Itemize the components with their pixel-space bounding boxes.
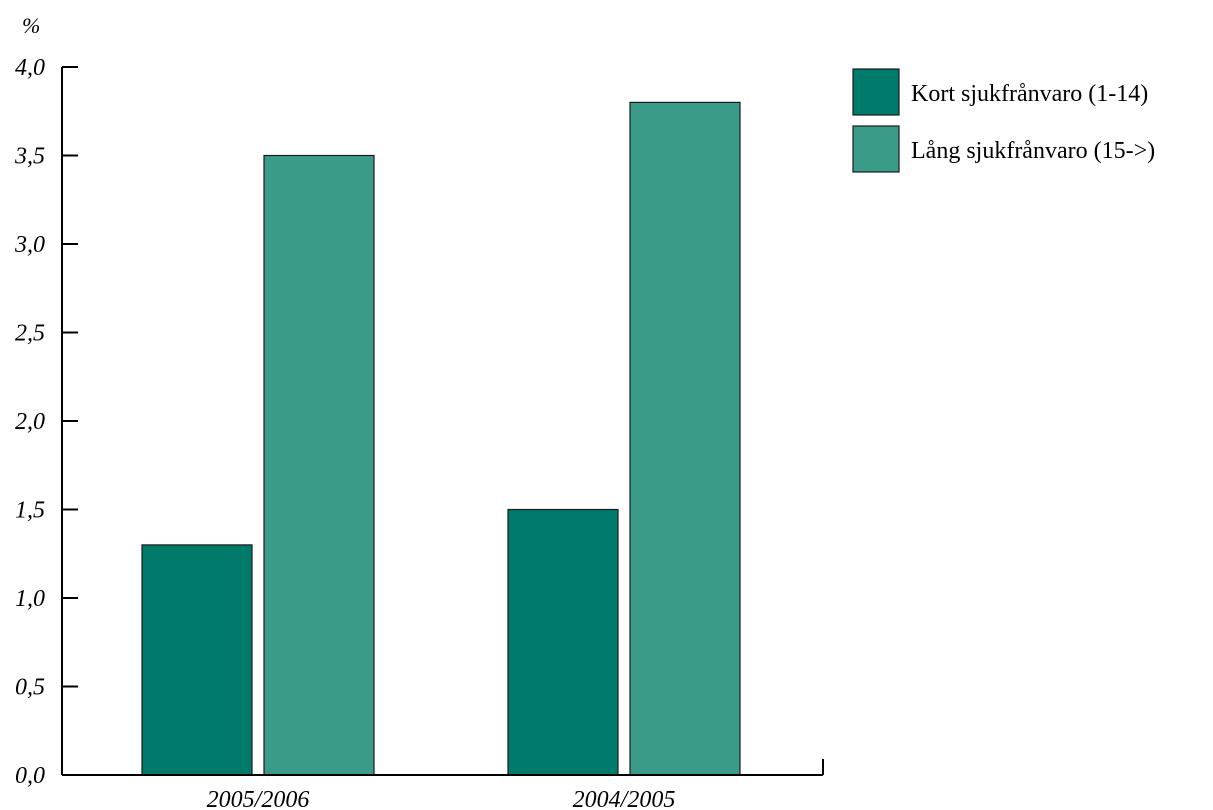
legend-label: Kort sjukfrånvaro (1-14) [911, 81, 1148, 107]
y-tick-label: 2,5 [15, 321, 45, 347]
x-category-label: 2004/2005 [573, 787, 676, 810]
y-axis-ticks: 0,0 0,5 1,0 1,5 2,0 2,5 3,0 3,5 4,0 [14, 55, 78, 789]
bar [263, 154, 375, 776]
y-tick-label: 1,0 [15, 586, 45, 612]
bar [629, 101, 741, 776]
legend-label: Lång sjukfrånvaro (15->) [911, 138, 1155, 164]
bar [141, 544, 253, 776]
bars [141, 101, 741, 776]
legend-swatch [852, 125, 900, 173]
legend-swatch [852, 68, 900, 116]
axes [61, 67, 824, 776]
y-tick-label: 3,0 [14, 232, 45, 258]
y-tick-label: 3,5 [14, 144, 45, 170]
y-tick-label: 1,5 [15, 498, 45, 524]
legend: Kort sjukfrånvaro (1-14) Lång sjukfrånvar… [852, 68, 1155, 173]
y-tick-label: 2,0 [15, 409, 45, 435]
bar [507, 508, 619, 776]
y-tick-label: 0,0 [15, 763, 45, 789]
x-category-label: 2005/2006 [207, 787, 310, 810]
y-tick-label: 4,0 [15, 55, 45, 81]
x-axis-labels: 2005/2006 2004/2005 [207, 787, 676, 810]
y-unit-label: % [22, 13, 40, 38]
y-tick-label: 0,5 [15, 675, 45, 701]
